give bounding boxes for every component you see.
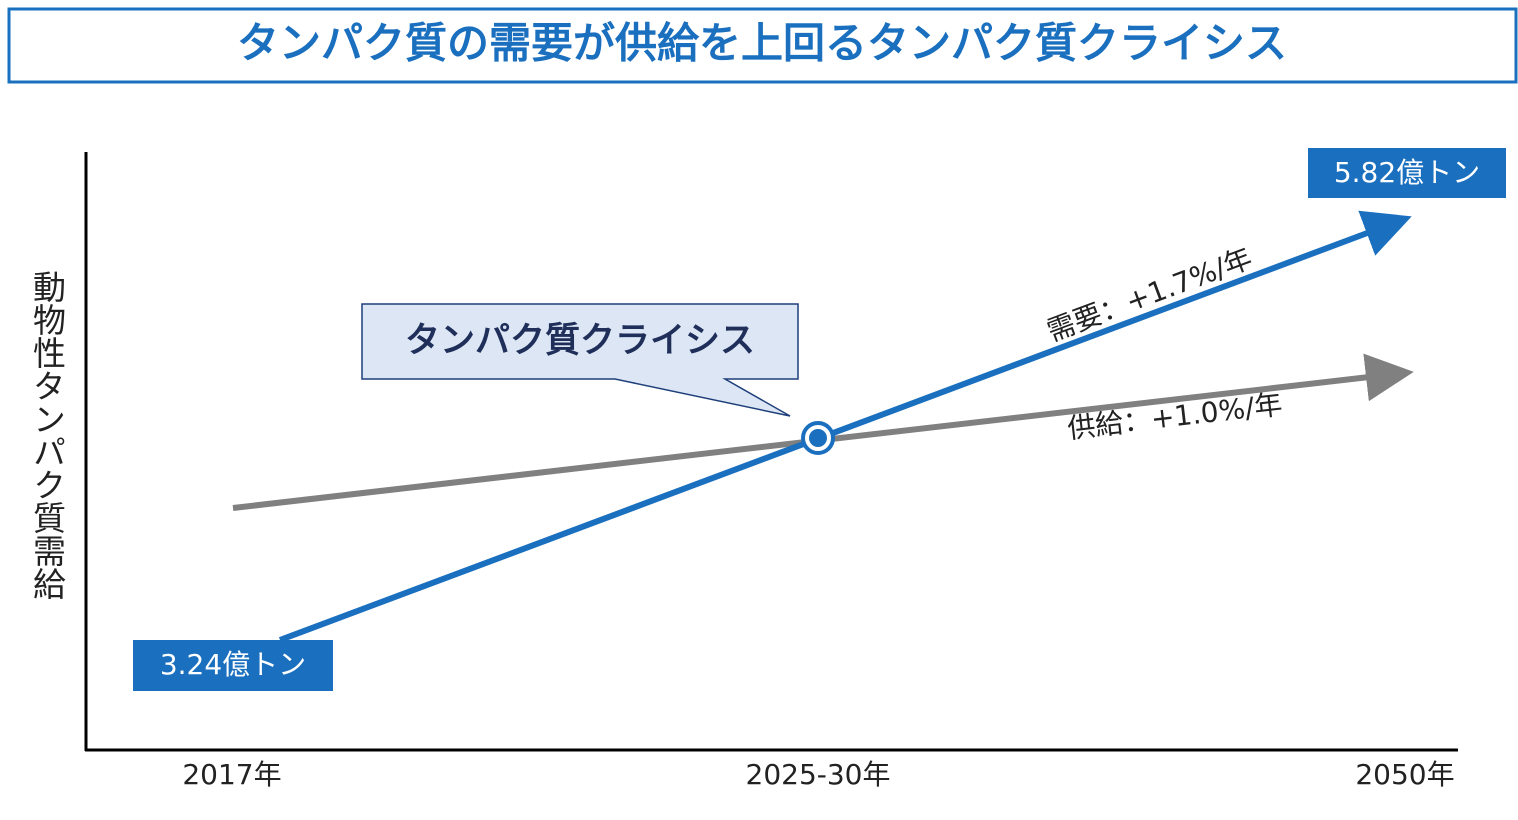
title: タンパク質の需要が供給を上回るタンパク質クライシス [237, 19, 1287, 68]
end-value: 5.82億トン [1334, 156, 1480, 189]
x-label: 2017年 [182, 758, 281, 791]
callout-text: タンパク質クライシス [405, 321, 755, 361]
demand-label: 需要：+1.7%/年 [1043, 241, 1257, 348]
callout-box [361, 303, 799, 417]
end-value-box [1308, 148, 1506, 198]
x-label: 2025-30年 [746, 758, 891, 791]
title-box [7, 7, 1518, 84]
y-axis-label: 動物性タンパク質需給 [28, 270, 67, 600]
start-value-box [133, 640, 333, 691]
supply-label: 供給：+1.0%/年 [1066, 388, 1284, 446]
crossing-dot [809, 429, 827, 447]
start-value: 3.24億トン [160, 648, 306, 681]
x-label: 2050年 [1355, 758, 1454, 791]
